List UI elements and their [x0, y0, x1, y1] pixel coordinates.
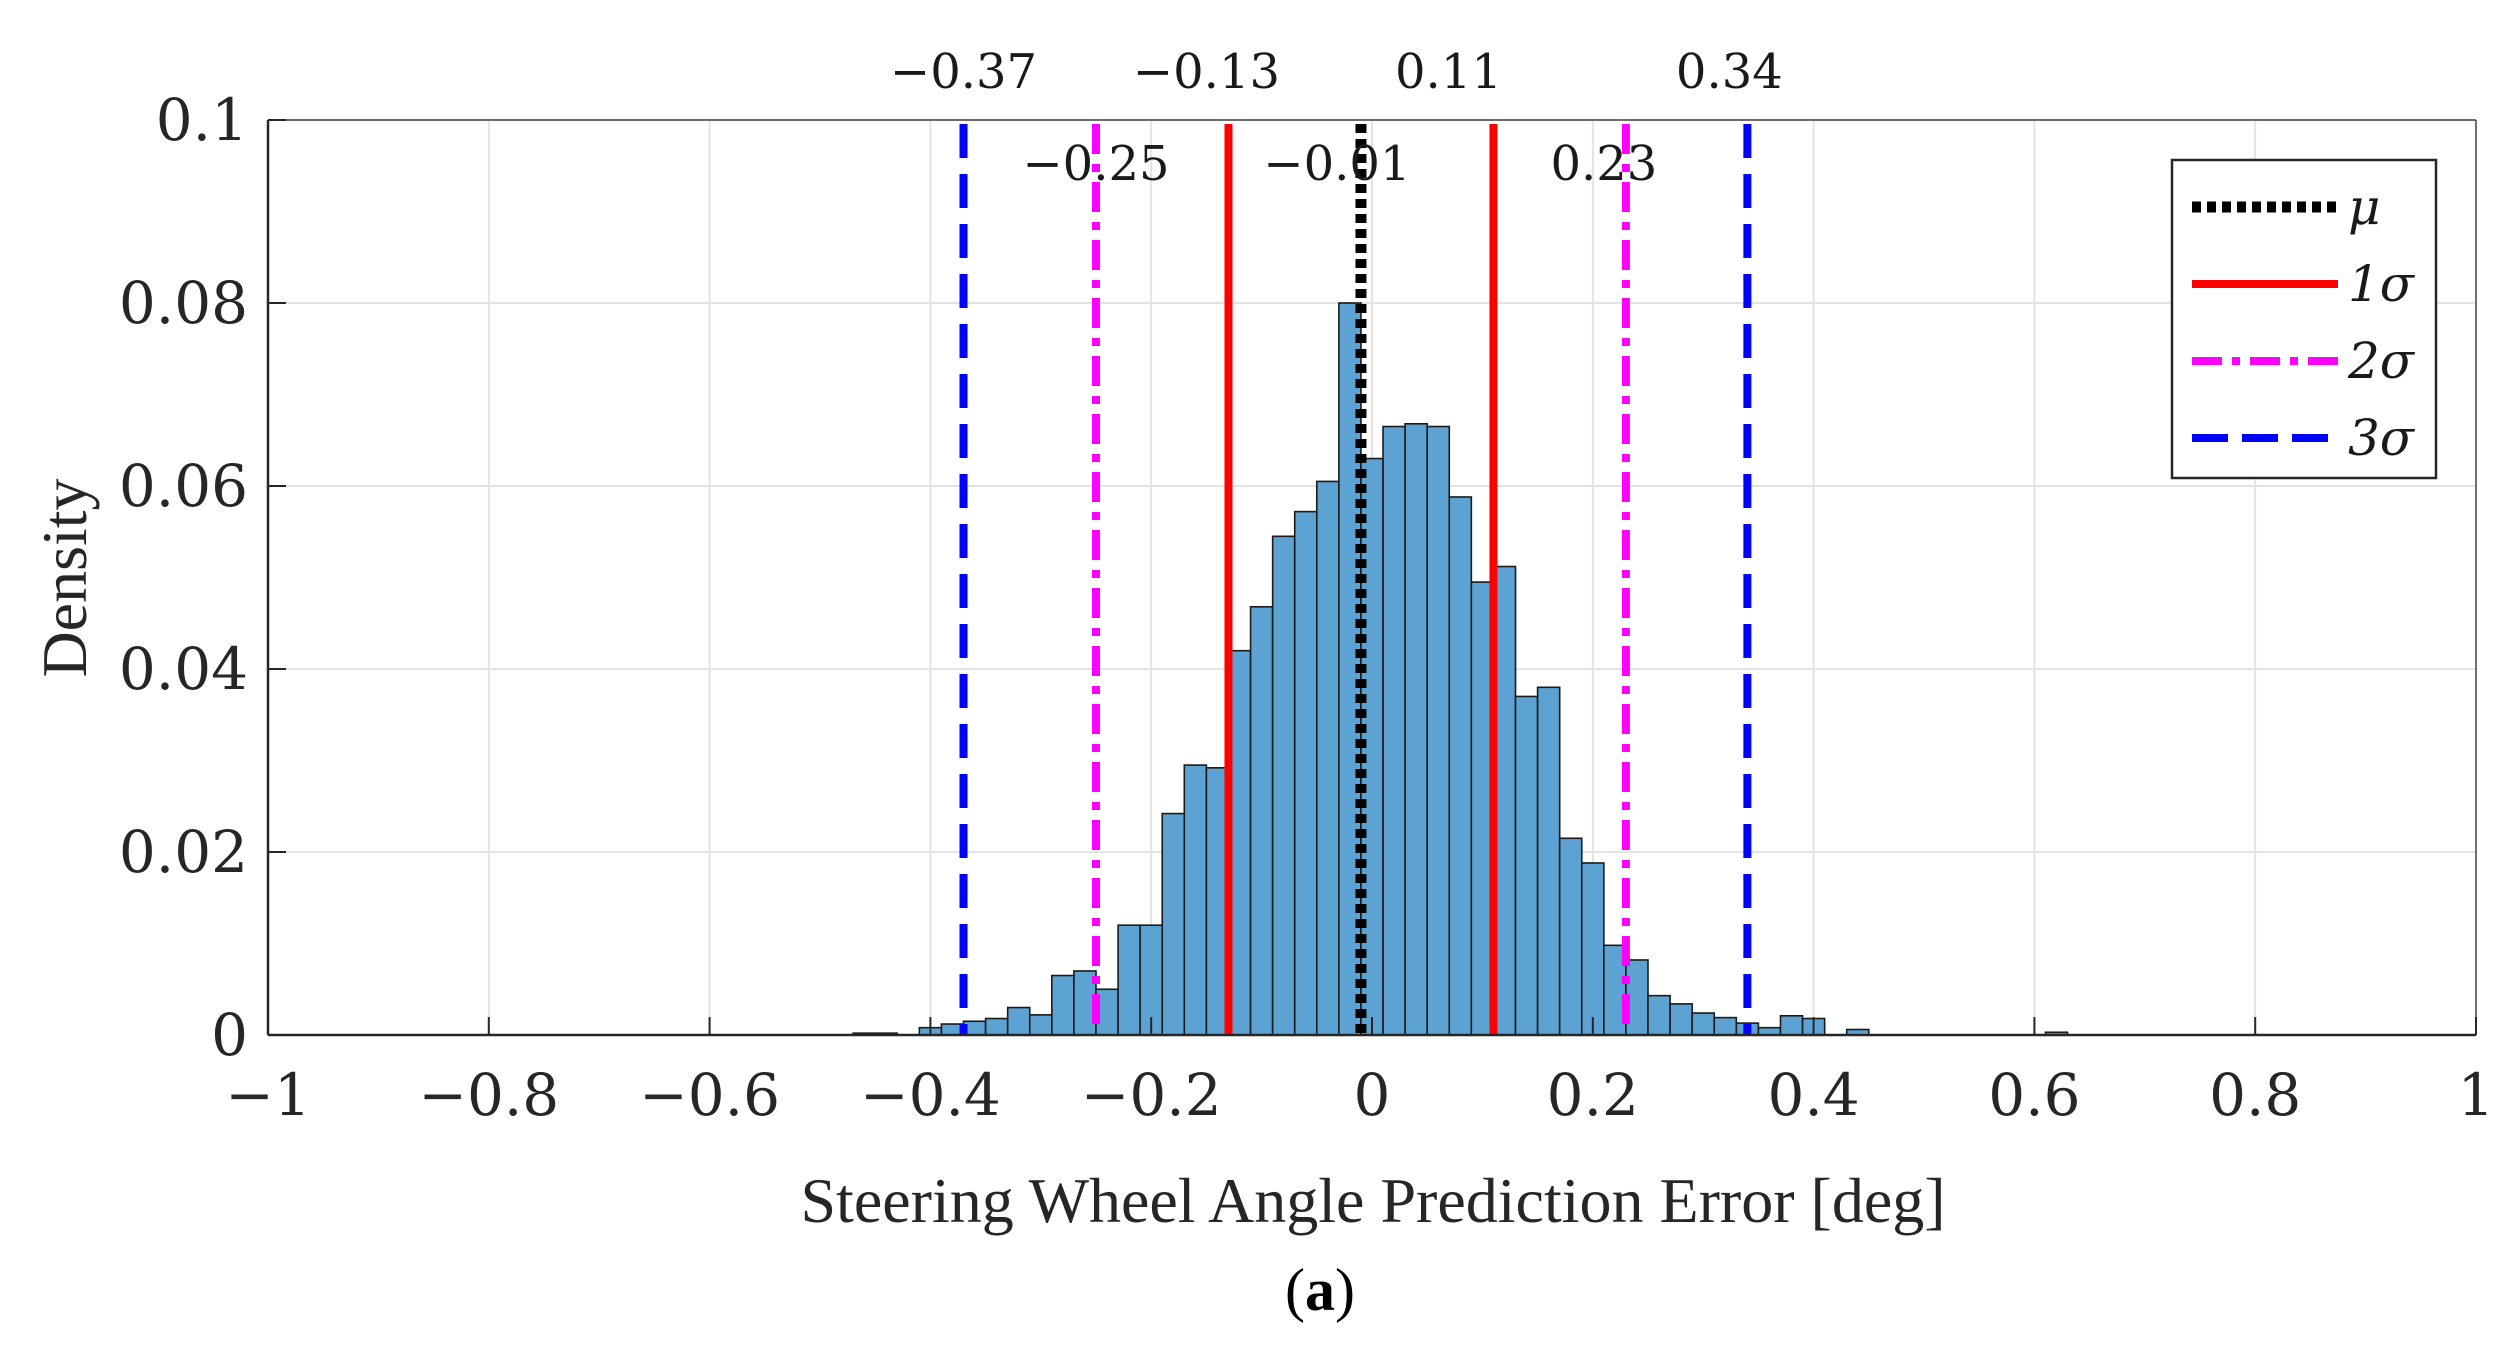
reference-label-s2-low: −0.25	[1022, 136, 1169, 192]
histogram-bar	[1249, 605, 1274, 1036]
tick-labels: −1 −0.8 −0.6 −0.4 −0.2 0 0.2 0.4 0.6 0.8 1 0 0.02 0.0…	[119, 86, 2495, 1129]
histogram-bar	[1691, 1012, 1716, 1036]
reference-value-labels: −0.01 −0.13 0.11 −0.25 0.23 −0.37 0.34	[890, 44, 1783, 192]
histogram-bar	[1713, 1016, 1738, 1036]
histogram-bar	[1647, 994, 1671, 1036]
x-axis-label: Steering Wheel Angle Prediction Error [d…	[800, 1165, 1945, 1236]
y-tick-label: 0.08	[119, 269, 248, 337]
x-tick-label: 0.4	[1767, 1061, 1859, 1129]
histogram-bar	[1293, 510, 1318, 1036]
x-tick-label: 0.6	[1988, 1061, 2080, 1129]
histogram-bar	[1558, 837, 1583, 1036]
figure-caption: (a)	[1285, 1257, 1355, 1323]
y-tick-label: 0.06	[119, 452, 248, 520]
histogram-bar	[1117, 924, 1141, 1036]
reference-label-s3-low: −0.37	[890, 44, 1037, 100]
y-tick-label: 0	[211, 1001, 248, 1069]
x-tick-label: −0.8	[418, 1061, 559, 1129]
histogram-bar	[1028, 1014, 1053, 1036]
histogram-bar	[1426, 425, 1451, 1036]
histogram-bar	[1779, 1014, 1804, 1036]
reference-label-s2-high: 0.23	[1550, 136, 1657, 192]
legend-label: 2σ	[2347, 332, 2416, 390]
histogram-bar	[1183, 764, 1208, 1036]
x-tick-label: −1	[225, 1061, 311, 1129]
reference-label-s3-high: 0.34	[1676, 44, 1783, 100]
histogram-bar	[1514, 695, 1539, 1036]
histogram-bar	[1006, 1006, 1031, 1036]
legend-label: μ	[2348, 178, 2381, 236]
legend-label: 3σ	[2348, 409, 2416, 467]
y-tick-label: 0.02	[119, 818, 248, 886]
axes	[266, 119, 2477, 1037]
caption-letter: a	[1305, 1257, 1335, 1323]
histogram-bar	[1669, 1003, 1693, 1036]
histogram-bar	[1316, 480, 1340, 1036]
histogram-bar	[1382, 425, 1406, 1036]
caption-close-paren: )	[1335, 1257, 1355, 1323]
x-tick-label: 1	[2458, 1061, 2495, 1129]
histogram-bar	[1271, 535, 1296, 1036]
histogram-bar	[1051, 974, 1075, 1036]
legend-box	[2170, 158, 2438, 480]
x-tick-label: 0.8	[2209, 1061, 2301, 1129]
histogram-bar	[1536, 686, 1561, 1036]
reference-lines	[959, 124, 1752, 1035]
histogram-bar	[984, 1017, 1009, 1036]
x-tick-label: −0.4	[860, 1061, 1001, 1129]
x-tick-label: 0	[1354, 1061, 1391, 1129]
caption-open-paren: (	[1285, 1257, 1305, 1323]
y-tick-label: 0.04	[119, 635, 248, 703]
legend: μ 1σ 2σ 3σ	[2170, 158, 2438, 480]
reference-label-s1-high: 0.11	[1395, 44, 1502, 100]
reference-label-s1-low: −0.13	[1133, 44, 1280, 100]
legend-label: 1σ	[2348, 255, 2416, 313]
y-axis-label: Density	[29, 478, 100, 677]
x-tick-label: −0.6	[639, 1061, 780, 1129]
y-tick-label: 0.1	[156, 86, 248, 154]
x-tick-label: −0.2	[1081, 1061, 1222, 1129]
histogram-bar	[1161, 812, 1186, 1036]
reference-label-mu: −0.01	[1263, 136, 1410, 192]
histogram-bar	[1580, 862, 1605, 1036]
x-tick-label: 0.2	[1547, 1061, 1639, 1129]
histogram-bar	[1448, 496, 1473, 1036]
histogram-bar	[1404, 422, 1428, 1036]
